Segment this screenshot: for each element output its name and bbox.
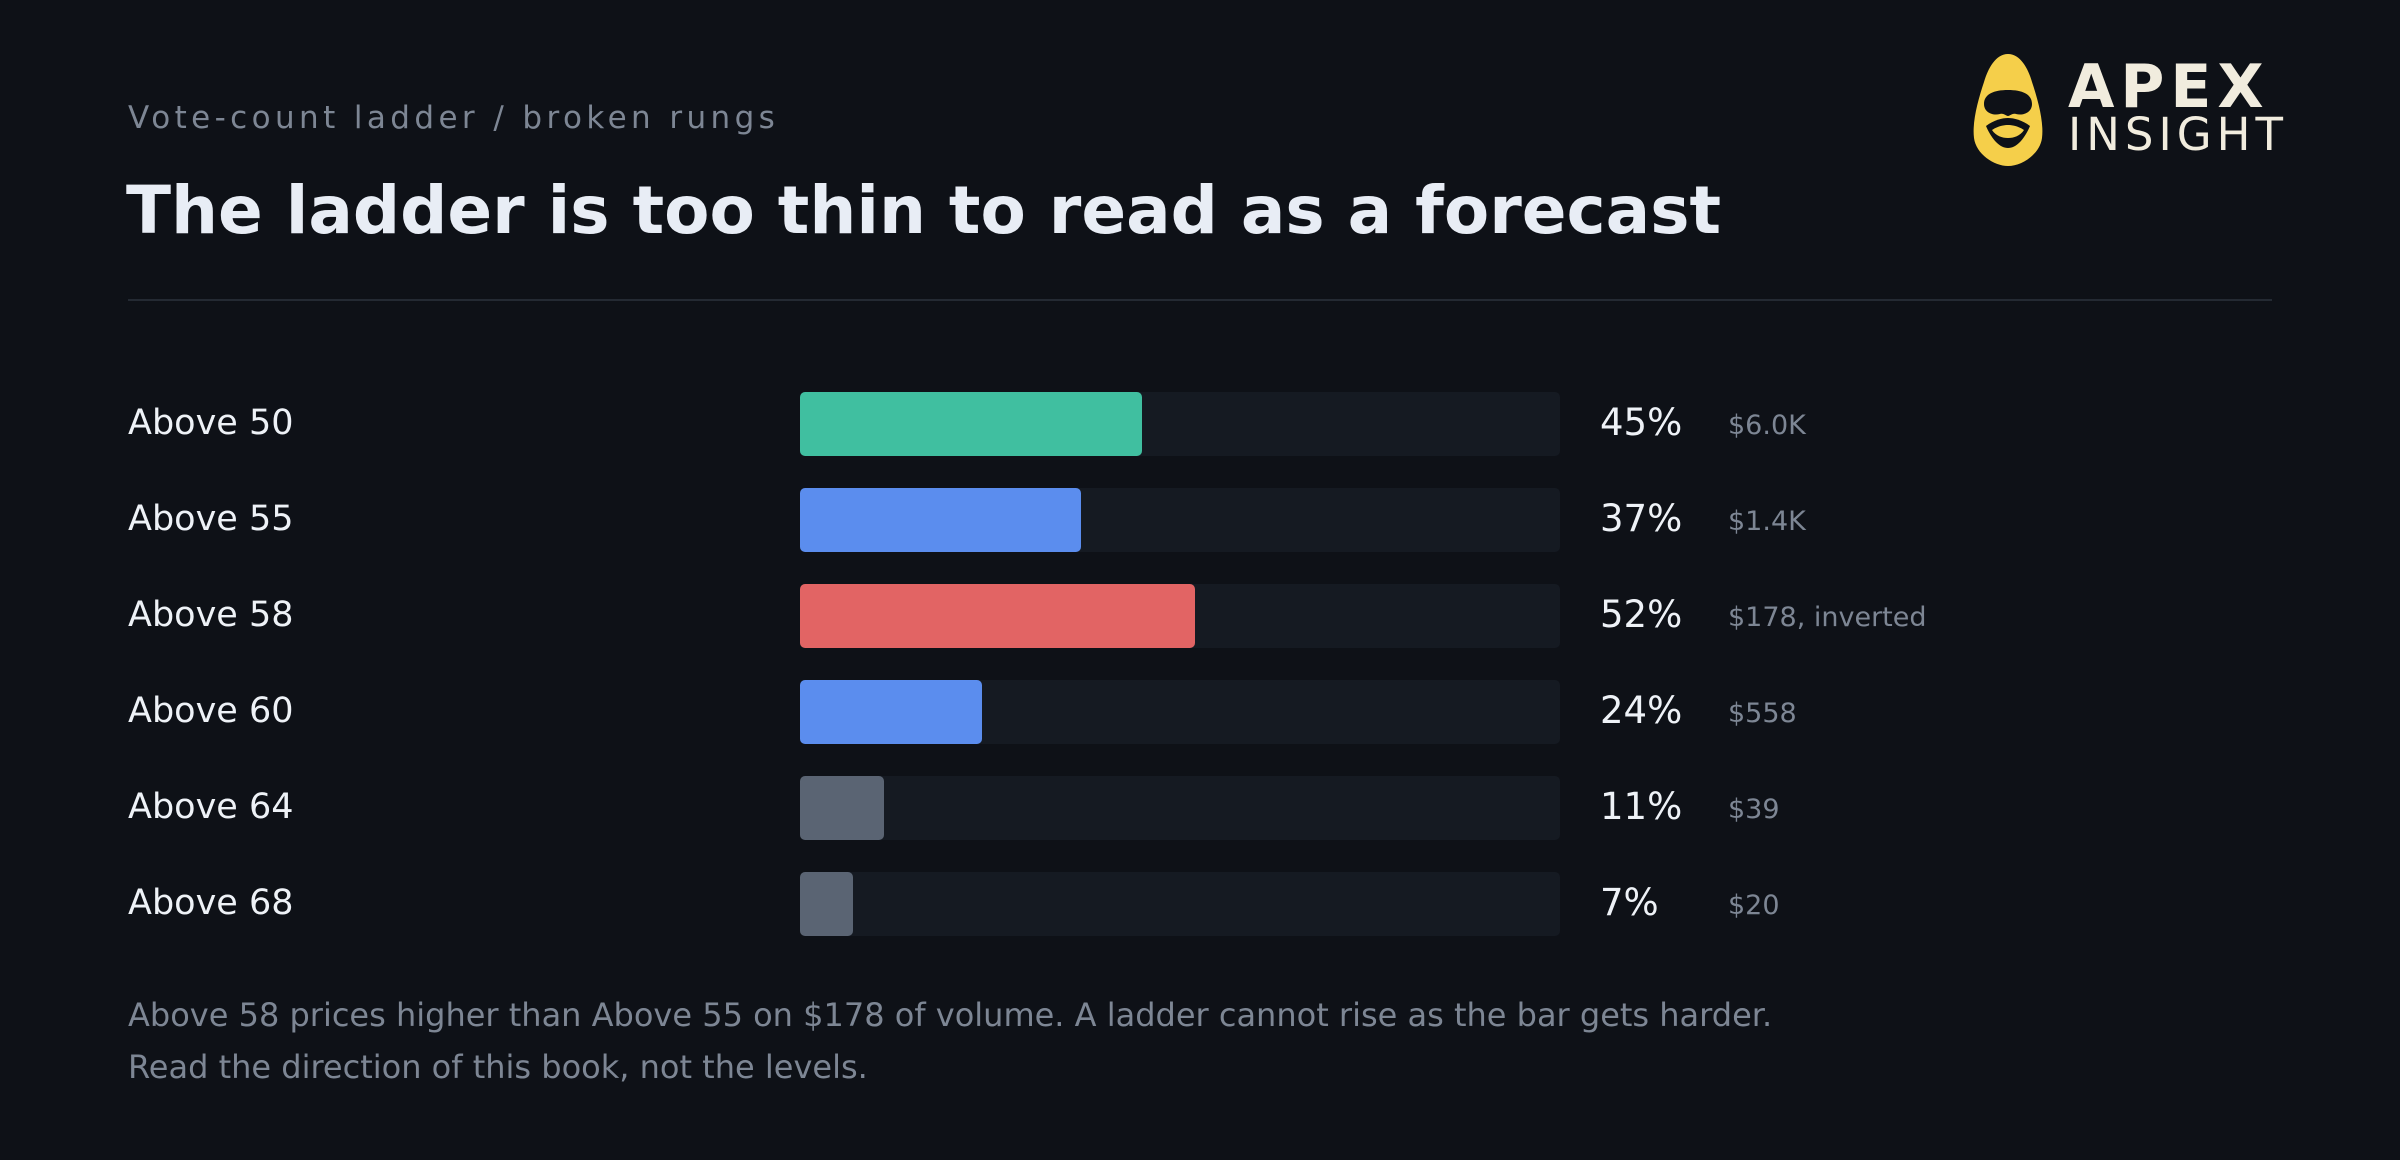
footnote-line-1: Above 58 prices higher than Above 55 on … xyxy=(128,996,1773,1034)
bar-fill xyxy=(800,680,982,744)
value-label: 45% xyxy=(1600,401,1683,444)
chart-title: The ladder is too thin to read as a fore… xyxy=(126,172,1722,249)
row-label: Above 50 xyxy=(128,403,294,443)
value-label: 7% xyxy=(1600,881,1659,924)
value-label: 52% xyxy=(1600,593,1683,636)
bar-track xyxy=(800,776,1560,840)
bar-track xyxy=(800,680,1560,744)
volume-label: $20 xyxy=(1728,890,1780,921)
volume-label: $558 xyxy=(1728,698,1797,729)
row-label: Above 55 xyxy=(128,499,294,539)
value-label: 11% xyxy=(1600,785,1683,828)
bar-fill xyxy=(800,584,1195,648)
bar-fill xyxy=(800,776,884,840)
footnote-line-2: Read the direction of this book, not the… xyxy=(128,1048,868,1086)
bar-fill xyxy=(800,392,1142,456)
bar-fill xyxy=(800,488,1081,552)
row-label: Above 68 xyxy=(128,883,294,923)
header-divider xyxy=(128,299,2272,301)
bar-fill xyxy=(800,872,853,936)
row-label: Above 58 xyxy=(128,595,294,635)
volume-label: $39 xyxy=(1728,794,1780,825)
row-label: Above 64 xyxy=(128,787,294,827)
bar-track xyxy=(800,872,1560,936)
bar-track xyxy=(800,584,1560,648)
bar-track xyxy=(800,488,1560,552)
value-label: 24% xyxy=(1600,689,1683,732)
row-label: Above 60 xyxy=(128,691,294,731)
volume-label: $1.4K xyxy=(1728,506,1806,537)
volume-label: $6.0K xyxy=(1728,410,1806,441)
bar-track xyxy=(800,392,1560,456)
volume-label: $178, inverted xyxy=(1728,602,1927,633)
eyebrow-label: Vote-count ladder / broken rungs xyxy=(128,100,780,136)
logo-wordmark: APEX xyxy=(2068,52,2270,122)
logo-subtitle: INSIGHT xyxy=(2068,108,2288,161)
value-label: 37% xyxy=(1600,497,1683,540)
apex-mask-icon xyxy=(1973,54,2043,166)
